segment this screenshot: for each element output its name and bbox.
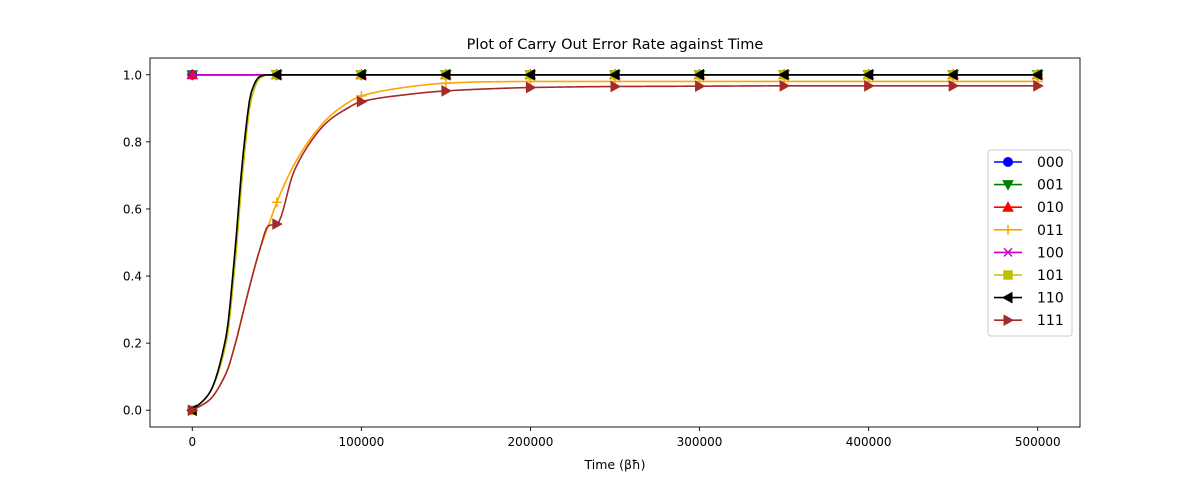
legend-label: 011 <box>1037 223 1064 239</box>
data-point-111 <box>1033 79 1044 92</box>
x-axis-label: Time (βħ) <box>584 457 646 472</box>
y-tick-label: 0.6 <box>123 202 142 216</box>
data-point-111 <box>272 218 283 230</box>
legend-label: 101 <box>1037 268 1064 284</box>
legend-marker <box>1003 157 1013 167</box>
legend-label: 000 <box>1037 155 1064 171</box>
y-tick-label: 0.0 <box>123 404 142 418</box>
legend-marker <box>1003 314 1015 327</box>
x-tick-label: 0 <box>188 435 196 449</box>
data-point-011 <box>271 197 282 208</box>
series-lines <box>186 68 1044 417</box>
series-111 <box>187 79 1044 417</box>
data-point-111 <box>356 95 368 108</box>
legend-marker <box>1002 201 1014 212</box>
legend-label: 111 <box>1037 313 1064 329</box>
legend-item-011: 011 <box>994 223 1064 239</box>
data-point-100 <box>187 70 197 80</box>
data-point-111 <box>610 80 622 93</box>
legend-item-101: 101 <box>994 268 1064 284</box>
legend-label: 110 <box>1037 291 1064 307</box>
x-tick-label: 500000 <box>1015 435 1061 449</box>
data-point-110 <box>270 68 282 81</box>
axes-frame <box>149 57 1081 428</box>
x-tick-label: 300000 <box>677 435 723 449</box>
y-tick-label: 0.4 <box>123 270 142 284</box>
legend-item-010: 010 <box>994 200 1064 216</box>
legend-item-111: 111 <box>994 313 1064 329</box>
y-tick-label: 0.2 <box>123 337 142 351</box>
legend-label: 100 <box>1037 245 1064 261</box>
legend-marker <box>1003 224 1013 235</box>
legend-label: 010 <box>1037 200 1064 216</box>
legend-marker <box>1001 291 1013 304</box>
series-110 <box>186 68 1043 417</box>
data-point-110 <box>862 68 874 81</box>
data-point-110 <box>608 68 620 81</box>
legend-item-100: 100 <box>994 245 1064 261</box>
legend-marker <box>1002 180 1014 191</box>
data-point-110 <box>439 68 451 81</box>
data-point-110 <box>693 68 705 81</box>
axes: 0 100000 200000 300000 400000 5000000.00.20.4… <box>123 68 1061 449</box>
x-tick-label: 200000 <box>508 435 554 449</box>
legend-item-001: 001 <box>994 178 1064 194</box>
plot-frame <box>149 57 1081 428</box>
chart-title: Plot of Carry Out Error Rate against Tim… <box>467 37 764 53</box>
data-point-111 <box>695 80 706 93</box>
legend-label: 001 <box>1037 178 1064 194</box>
data-point-110 <box>947 68 958 81</box>
legend-item-000: 000 <box>994 155 1064 171</box>
data-point-111 <box>864 79 875 92</box>
data-point-111 <box>948 79 960 92</box>
data-point-111 <box>187 404 199 417</box>
data-point-111 <box>441 85 452 97</box>
legend-marker <box>1003 247 1013 257</box>
data-point-111 <box>525 81 537 94</box>
legend-box <box>987 149 1073 337</box>
data-point-011 <box>440 78 451 89</box>
data-point-110 <box>524 68 535 81</box>
y-tick-label: 1.0 <box>123 68 142 82</box>
data-point-110 <box>778 68 789 81</box>
legend-item-110: 110 <box>994 291 1064 307</box>
data-point-110 <box>1031 68 1043 81</box>
x-tick-label: 400000 <box>846 435 892 449</box>
legend-marker <box>1003 270 1013 280</box>
data-point-111 <box>779 79 791 92</box>
x-tick-label: 100000 <box>338 435 384 449</box>
y-tick-label: 0.8 <box>123 135 142 149</box>
data-point-110 <box>355 68 366 81</box>
legend: 000 001 010 011 100 101 110 111 <box>987 149 1073 337</box>
